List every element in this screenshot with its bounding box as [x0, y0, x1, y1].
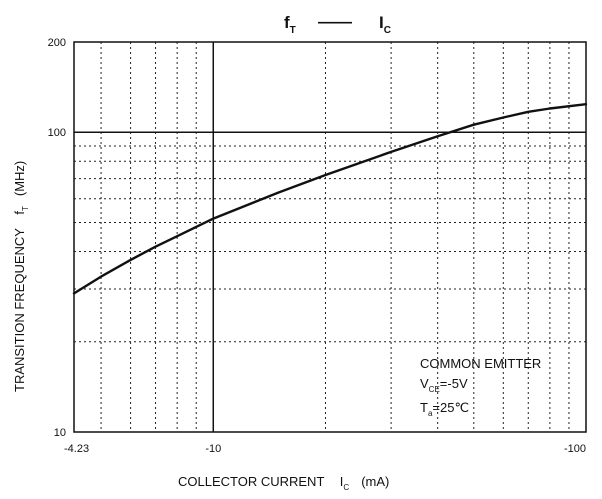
annotation-ta-sub: a	[428, 409, 433, 418]
x-tick-label: -4.23	[64, 443, 89, 455]
x-axis-label-unit: (mA)	[361, 474, 389, 489]
y-axis-label-symbol: f	[12, 211, 27, 215]
x-tick-label: -100	[564, 443, 586, 455]
annotation-vce-sub: CE	[429, 385, 440, 394]
y-axis-label-unit: (MHz)	[12, 161, 27, 196]
title-symbol: f	[284, 13, 290, 32]
annotation-vce-symbol: V	[420, 376, 429, 391]
annotation-line-1: COMMON EMITTER	[420, 356, 541, 371]
svg-text:IC: IC	[379, 13, 391, 36]
chart-title: fT —— IC	[284, 12, 391, 36]
plot-frame	[73, 41, 587, 433]
y-tick-label: 100	[48, 127, 66, 139]
annotation-ta-symbol: T	[420, 400, 428, 415]
y-tick-label: 200	[48, 37, 66, 49]
annotation-line-2: VCE=-5V	[420, 376, 468, 394]
title-dash: ——	[318, 12, 352, 31]
x-axis-label-text: COLLECTOR CURRENT	[178, 474, 324, 489]
y-tick-label: 10	[54, 427, 66, 439]
tick-labels: -4.23 -10 -100 10 100 200	[48, 37, 586, 455]
series-line	[72, 103, 588, 295]
y-axis-label-sub: T	[21, 206, 30, 211]
grid-layer	[74, 42, 586, 432]
y-axis-label: TRANSITION FREQUENCY fT (MHz)	[12, 161, 30, 392]
svg-text:fT: fT	[284, 13, 296, 36]
series-layer	[72, 103, 588, 295]
x-axis-label-sub: C	[343, 483, 349, 492]
annotation-vce-value: =-5V	[440, 376, 468, 391]
annotation-line-3: Ta=25℃	[420, 400, 469, 418]
annotation-box: COMMON EMITTER VCE=-5V Ta=25℃	[420, 356, 541, 418]
y-axis-label-text: TRANSITION FREQUENCY	[12, 228, 27, 392]
x-axis-label: COLLECTOR CURRENT IC (mA)	[178, 474, 389, 492]
title-second-symbol: I	[379, 13, 384, 32]
annotation-ta-value: =25℃	[432, 400, 469, 415]
title-symbol-sub: T	[290, 25, 296, 36]
title-second-sub: C	[384, 25, 391, 36]
x-tick-label: -10	[205, 443, 221, 455]
x-axis-label-symbol: I	[340, 474, 344, 489]
